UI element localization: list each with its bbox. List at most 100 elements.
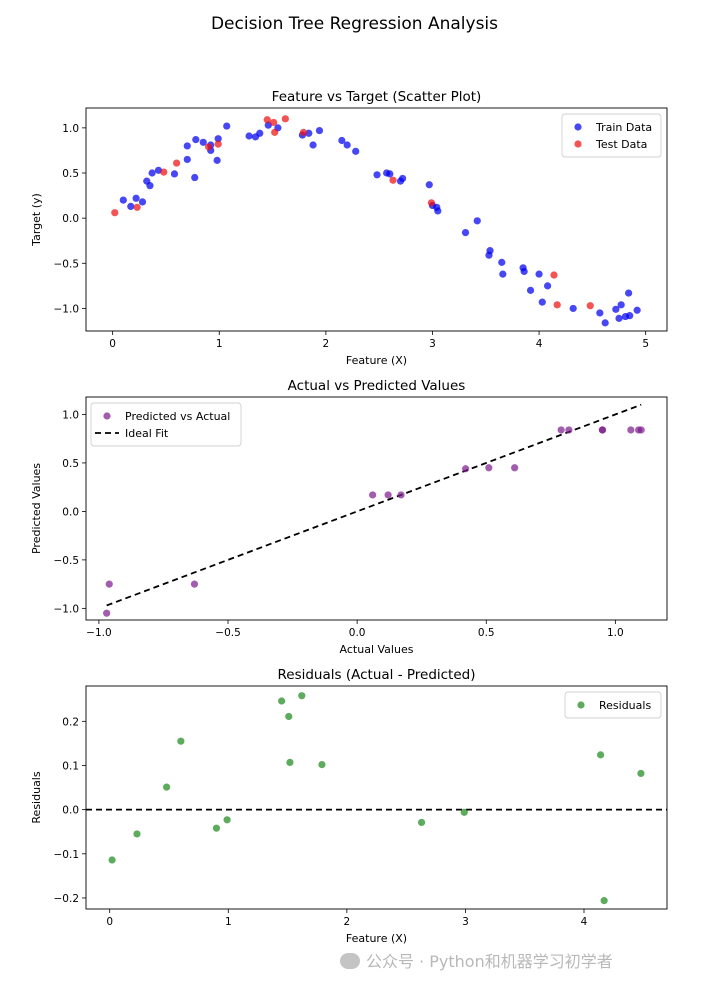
data-point — [132, 194, 140, 202]
x-tick-label: 0 — [109, 338, 116, 350]
data-point — [612, 305, 620, 313]
x-tick-label: 4 — [581, 916, 588, 928]
watermark-text: 公众号 · Python和机器学习初学者 — [366, 952, 613, 971]
data-point — [417, 818, 426, 827]
data-point — [127, 202, 135, 211]
legend: Predicted vs Actual Ideal Fit — [90, 402, 242, 447]
x-tick-label: 0 — [106, 916, 113, 928]
wechat-icon — [340, 953, 360, 969]
x-tick-label: 5 — [642, 338, 649, 350]
data-point — [569, 304, 577, 313]
y-tick-label: −0.2 — [54, 893, 80, 905]
data-point — [103, 609, 111, 617]
legend-box — [561, 113, 662, 158]
y-axis-label: Residuals — [30, 771, 43, 823]
data-point — [148, 169, 156, 177]
data-point — [119, 196, 127, 204]
x-tick-label: 2 — [323, 338, 330, 350]
data-point — [138, 198, 147, 206]
x-tick-label: 0.0 — [349, 627, 366, 639]
data-point — [278, 697, 286, 705]
y-axis-label: Predicted Values — [30, 463, 43, 554]
chart-title: Feature vs Target (Scatter Plot) — [272, 89, 482, 105]
data-point — [163, 783, 171, 791]
series-resid — [108, 692, 645, 905]
legend-label: Train Data — [595, 121, 652, 134]
data-point — [213, 156, 221, 164]
data-point — [352, 147, 360, 155]
data-point — [299, 128, 308, 136]
chart-title: Actual vs Predicted Values — [288, 378, 466, 394]
y-tick-label: 0.0 — [62, 213, 79, 225]
data-point — [499, 270, 507, 278]
data-point — [256, 129, 264, 137]
data-point — [627, 426, 635, 434]
data-point — [133, 203, 141, 211]
y-axis-label: Target (y) — [30, 193, 43, 247]
data-point — [535, 270, 543, 278]
data-point — [553, 301, 561, 309]
data-point — [305, 129, 313, 137]
chart-scatter: Feature vs Target (Scatter Plot) 0 1 2 3 4 5 −1… — [30, 89, 668, 367]
data-point — [460, 808, 468, 816]
data-point — [538, 298, 546, 306]
x-axis-label: Actual Values — [340, 643, 414, 656]
y-tick-label: 0.2 — [62, 716, 79, 728]
x-tick-label: 1.0 — [607, 627, 624, 639]
data-point — [223, 816, 231, 824]
data-point — [461, 465, 470, 473]
x-tick-label: 1 — [216, 338, 223, 350]
data-point — [625, 289, 633, 297]
x-tick-label: −0.5 — [215, 627, 241, 639]
data-point — [601, 319, 609, 327]
data-point — [190, 580, 199, 588]
data-point — [285, 712, 293, 721]
data-point — [111, 209, 119, 217]
x-tick-label: 0.5 — [478, 627, 495, 639]
legend-box — [564, 691, 662, 719]
series-pred — [103, 426, 645, 617]
data-point — [557, 426, 565, 434]
data-point — [146, 182, 154, 190]
legend: Residuals — [564, 691, 662, 719]
y-tick-label: 0.0 — [62, 805, 79, 817]
data-point — [369, 491, 377, 499]
data-point — [183, 155, 191, 164]
data-point — [498, 258, 506, 266]
data-point — [461, 228, 470, 237]
data-point — [204, 143, 213, 151]
legend-marker — [574, 123, 582, 131]
data-point — [245, 132, 253, 140]
data-point — [637, 769, 645, 778]
data-point — [191, 173, 199, 182]
data-point — [315, 126, 324, 135]
x-tick-label: 3 — [462, 916, 469, 928]
series-test — [111, 115, 594, 310]
x-tick-label: 1 — [225, 916, 232, 928]
data-point — [133, 830, 141, 838]
data-point — [386, 170, 394, 178]
data-point — [214, 140, 222, 148]
y-tick-label: 1.0 — [62, 123, 79, 135]
y-tick-label: 0.5 — [62, 168, 79, 180]
chart-actual_vs_pred: Actual vs Predicted Values −1.0 −0.5 0.0 0.5… — [30, 378, 668, 656]
plot-frame — [85, 396, 668, 621]
data-point — [550, 271, 558, 279]
legend-label: Test Data — [595, 138, 647, 151]
data-point — [397, 491, 405, 499]
legend-label: Ideal Fit — [125, 427, 169, 440]
data-point — [600, 897, 608, 905]
data-point — [389, 176, 397, 184]
data-point — [565, 426, 573, 434]
data-point — [520, 267, 528, 276]
data-point — [544, 282, 552, 290]
data-point — [485, 464, 493, 472]
data-point — [373, 171, 381, 179]
y-tick-label: 0.0 — [62, 506, 79, 518]
data-point — [586, 302, 594, 310]
data-point — [183, 142, 191, 150]
ideal-fit-line — [106, 403, 642, 607]
data-point — [473, 217, 481, 225]
x-tick-label: 2 — [344, 916, 351, 928]
data-point — [338, 136, 346, 145]
